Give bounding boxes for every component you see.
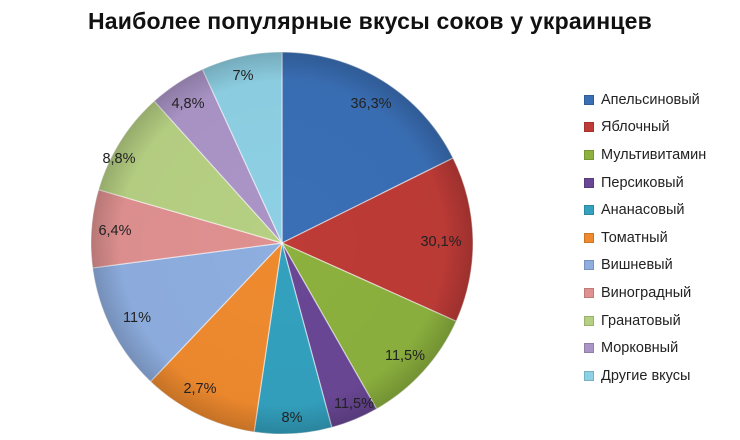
- legend-swatch: [584, 94, 594, 105]
- slice-value-label: 11%: [123, 310, 151, 326]
- legend-item: Другие вкусы: [584, 362, 706, 390]
- slice-value-label: 11,5%: [385, 348, 425, 364]
- legend-label: Персиковый: [601, 174, 684, 191]
- legend-swatch: [584, 315, 594, 326]
- legend-item: Виноградный: [584, 279, 706, 307]
- legend-label: Вишневый: [601, 257, 673, 274]
- legend-label: Морковный: [601, 340, 679, 357]
- legend-item: Ананасовый: [584, 196, 706, 224]
- legend-item: Морковный: [584, 334, 706, 362]
- slice-value-label: 8%: [282, 410, 303, 426]
- legend-swatch: [584, 370, 594, 381]
- legend-swatch: [584, 287, 594, 298]
- slice-value-label: 36,3%: [350, 96, 391, 112]
- legend-item: Яблочный: [584, 114, 706, 142]
- legend-swatch: [584, 205, 594, 216]
- legend-label: Яблочный: [601, 119, 670, 136]
- legend-label: Апельсиновый: [601, 91, 700, 108]
- legend-item: Апельсиновый: [584, 86, 706, 114]
- slice-value-label: 8,8%: [102, 151, 135, 167]
- pie-slices: [90, 51, 474, 435]
- legend-item: Гранатовый: [584, 307, 706, 335]
- legend-swatch: [584, 122, 594, 133]
- legend: Апельсиновый Яблочный Мультивитамин Персико…: [584, 86, 706, 390]
- legend-swatch: [584, 260, 594, 271]
- legend-item: Томатный: [584, 224, 706, 252]
- slice-value-label: 4,8%: [171, 96, 204, 112]
- legend-swatch: [584, 177, 594, 188]
- legend-label: Ананасовый: [601, 202, 685, 219]
- legend-item: Вишневый: [584, 252, 706, 280]
- legend-swatch: [584, 232, 594, 243]
- legend-item: Персиковый: [584, 169, 706, 197]
- legend-label: Виноградный: [601, 284, 692, 301]
- slice-value-label: 7%: [233, 68, 254, 84]
- chart-title: Наиболее популярные вкусы соков у украин…: [88, 8, 652, 34]
- legend-label: Томатный: [601, 229, 668, 246]
- legend-label: Мультивитамин: [601, 146, 707, 163]
- slice-value-label: 6,4%: [98, 223, 131, 239]
- slice-labels: 36,3% 30,1% 11,5% 11,5% 8% 2,7% 11% 6,4% 8,8% 4,8…: [98, 68, 461, 426]
- legend-swatch: [584, 343, 594, 354]
- legend-label: Другие вкусы: [601, 367, 691, 384]
- slice-value-label: 30,1%: [420, 234, 461, 250]
- legend-swatch: [584, 149, 594, 160]
- legend-label: Гранатовый: [601, 312, 681, 329]
- slice-value-label: 11,5%: [334, 396, 374, 412]
- slice-value-label: 2,7%: [183, 381, 216, 397]
- legend-item: Мультивитамин: [584, 141, 706, 169]
